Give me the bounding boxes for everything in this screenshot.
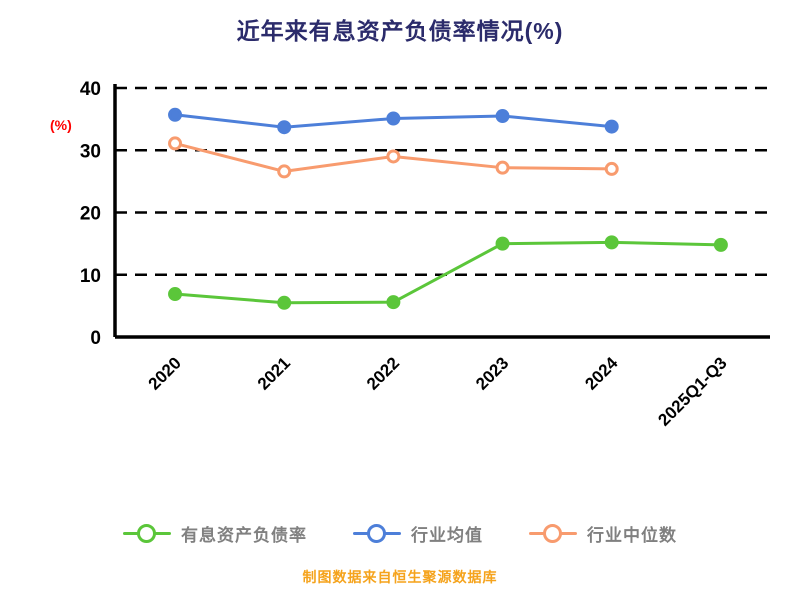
legend-circle-icon	[367, 523, 386, 543]
x-tick-label-2025Q1-Q3: 2025Q1-Q3	[654, 353, 730, 429]
data-point-industry-median	[168, 136, 183, 151]
legend-label-interest-bearing-debt-ratio: 有息资产负债率	[181, 526, 307, 545]
x-tick-label-2022: 2022	[363, 353, 403, 393]
legend-label-industry-mean: 行业均值	[411, 526, 483, 545]
data-point-industry-median	[495, 160, 510, 175]
data-point-industry-mean	[604, 119, 619, 134]
legend-item-industry-median[interactable]: 行业中位数	[529, 521, 677, 546]
data-point-industry-median	[277, 164, 292, 179]
x-tick-label-2023: 2023	[472, 353, 512, 393]
data-point-interest-bearing-debt-ratio	[168, 287, 183, 302]
data-point-industry-mean	[277, 120, 292, 135]
legend-item-interest-bearing-debt-ratio[interactable]: 有息资产负债率	[123, 521, 307, 546]
chart-title: 近年来有息资产负债率情况(%)	[236, 18, 564, 44]
data-point-interest-bearing-debt-ratio	[495, 236, 510, 251]
line-chart-canvas: 0 10 20 30 40 (%) 2020 2021 2022 2023 2024 2025Q1-Q…	[50, 79, 770, 430]
data-point-interest-bearing-debt-ratio	[604, 235, 619, 250]
data-point-interest-bearing-debt-ratio	[713, 237, 728, 252]
y-axis-unit-label: (%)	[50, 117, 72, 133]
data-point-industry-mean	[495, 109, 510, 124]
data-point-interest-bearing-debt-ratio	[386, 295, 401, 310]
y-tick-label-40: 40	[80, 79, 101, 100]
x-tick-label-2024: 2024	[581, 353, 622, 394]
legend-circle-icon	[543, 523, 562, 543]
legend-marker-icon	[353, 523, 401, 545]
legend-circle-icon	[137, 523, 156, 543]
data-point-industry-mean	[386, 111, 401, 126]
legend-label-industry-median: 行业中位数	[587, 526, 677, 545]
data-source-footer: 制图数据来自恒生聚源数据库	[302, 569, 498, 585]
data-point-interest-bearing-debt-ratio	[277, 295, 292, 310]
legend-marker-icon	[529, 523, 577, 545]
x-tick-label-2021: 2021	[254, 353, 294, 393]
y-tick-label-30: 30	[80, 141, 101, 162]
chart-legend: 有息资产负债率 行业均值 行业中位数	[0, 521, 800, 546]
x-tick-label-2020: 2020	[145, 353, 185, 393]
data-point-industry-mean	[168, 107, 183, 122]
y-tick-label-10: 10	[80, 266, 101, 287]
data-point-industry-median	[386, 149, 401, 164]
legend-item-industry-mean[interactable]: 行业均值	[353, 521, 483, 546]
y-tick-label-0: 0	[90, 328, 101, 349]
data-point-industry-median	[604, 161, 619, 176]
legend-marker-icon	[123, 523, 171, 545]
y-tick-label-20: 20	[80, 204, 101, 225]
series-line-interest-bearing-debt-ratio	[174, 240, 721, 305]
